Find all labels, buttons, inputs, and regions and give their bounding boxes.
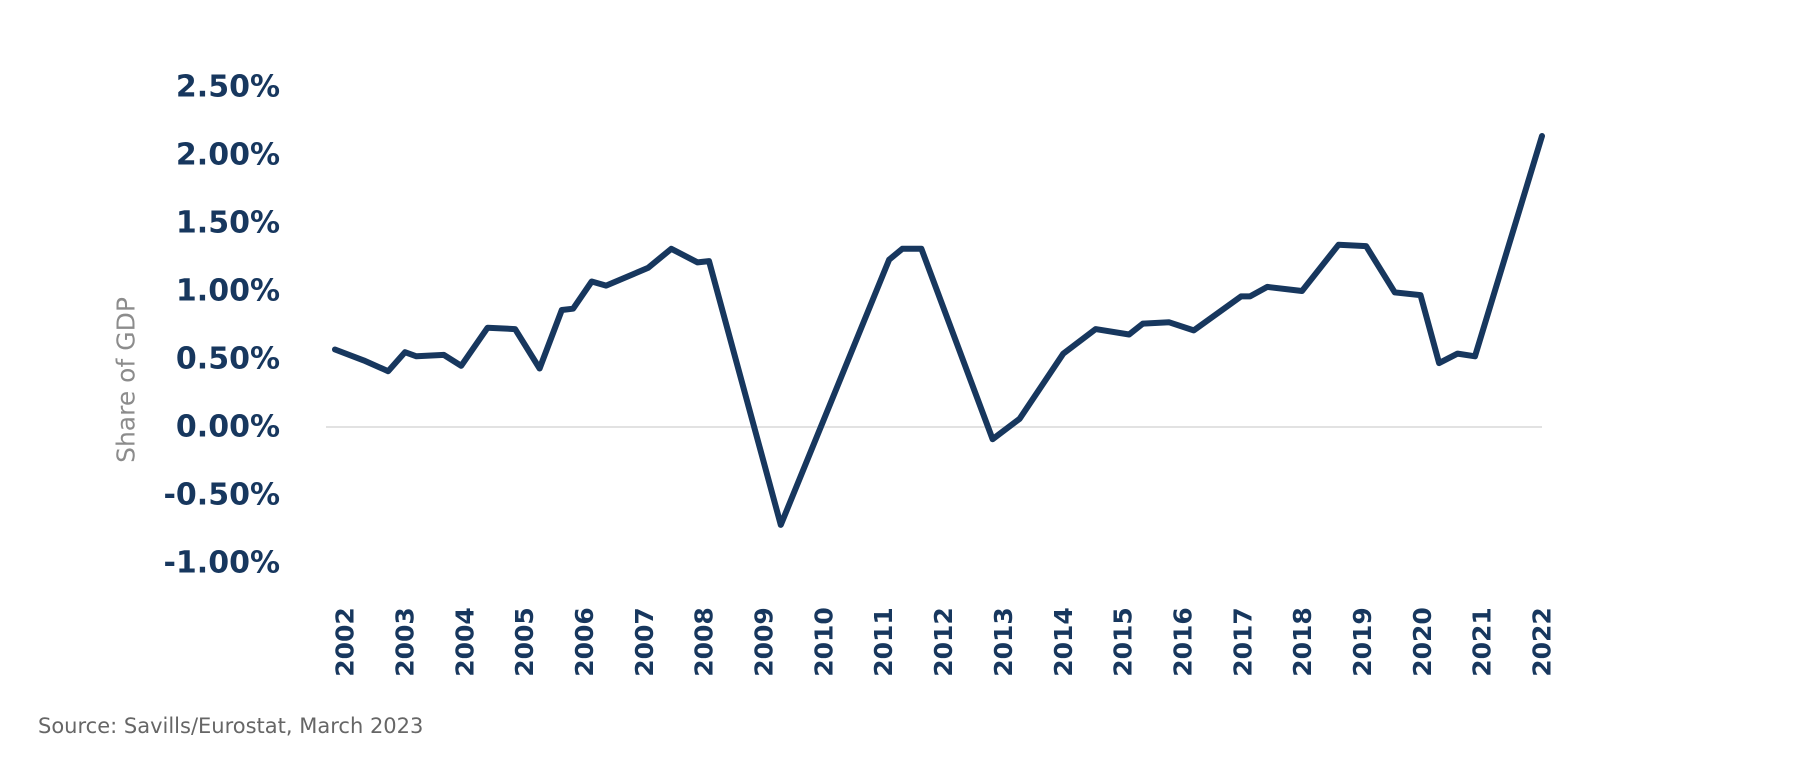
x-tick-label: 2009 [750, 607, 779, 677]
x-tick-label: 2008 [690, 607, 719, 677]
x-tick-label: 2013 [989, 607, 1018, 677]
x-tick-label: 2011 [869, 607, 898, 677]
x-tick-label: 2019 [1348, 607, 1377, 677]
y-tick-label: 1.50% [176, 206, 280, 241]
x-tick-label: 2018 [1288, 607, 1317, 677]
x-tick-label: 2004 [450, 607, 479, 677]
y-axis-label: Share of GDP [112, 297, 141, 463]
x-tick-label: 2017 [1228, 607, 1257, 677]
x-tick-label: 2005 [510, 607, 539, 677]
x-tick-label: 2002 [331, 607, 360, 677]
x-tick-label: 2007 [630, 607, 659, 677]
y-tick-label: -1.00% [163, 546, 280, 581]
y-tick-label: -0.50% [163, 478, 280, 513]
y-tick-label: 0.50% [176, 342, 280, 377]
series-line [332, 133, 1545, 528]
source-note: Source: Savills/Eurostat, March 2023 [38, 714, 424, 738]
y-tick-labels: 2.50% 2.00% 1.50% 1.00% 0.50% 0.00% -0.50% -1.0… [163, 70, 280, 581]
y-tick-label: 2.00% [176, 138, 280, 173]
x-tick-labels: 2002 2003 2004 2005 2006 2007 2008 2009 2010 2011… [331, 607, 1557, 677]
x-tick-label: 2014 [1049, 607, 1078, 677]
x-tick-label: 2010 [809, 607, 838, 677]
x-tick-label: 2020 [1408, 607, 1437, 677]
x-tick-label: 2015 [1109, 607, 1138, 677]
x-tick-label: 2016 [1168, 607, 1197, 677]
x-tick-label: 2006 [570, 607, 599, 677]
x-tick-label: 2012 [929, 607, 958, 677]
x-tick-label: 2022 [1528, 607, 1557, 677]
y-tick-label: 2.50% [176, 70, 280, 105]
y-tick-label: 1.00% [176, 274, 280, 309]
x-tick-label: 2021 [1468, 607, 1497, 677]
x-tick-label: 2003 [390, 607, 419, 677]
y-tick-label: 0.00% [176, 410, 280, 445]
